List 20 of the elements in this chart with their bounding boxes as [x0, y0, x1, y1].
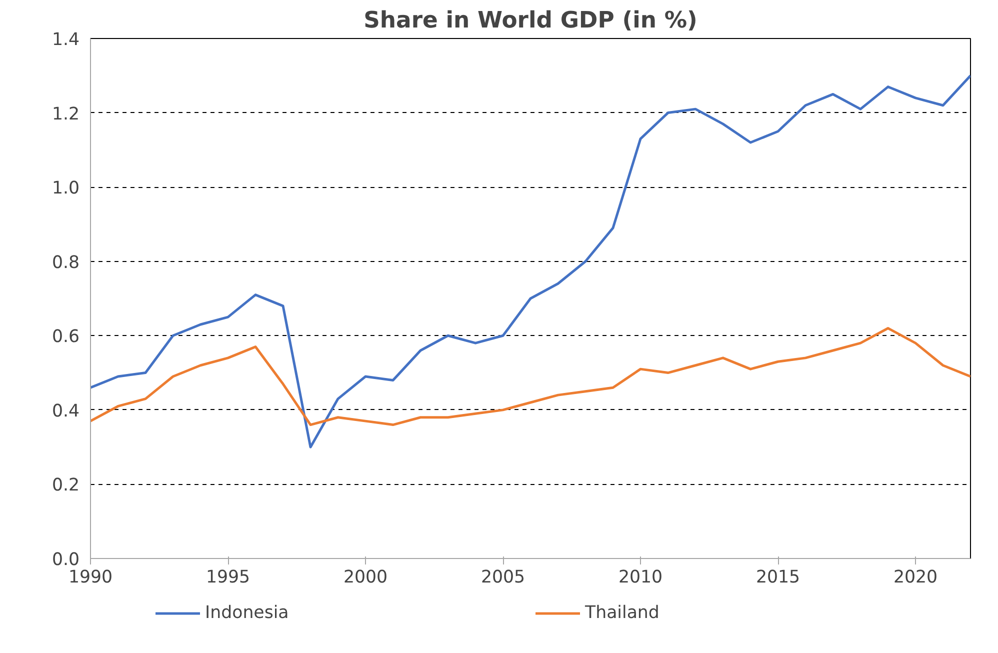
x-tick-label: 1990 — [68, 568, 113, 588]
y-tick-label: 0.4 — [52, 401, 80, 422]
y-tick-label: 0.6 — [52, 327, 80, 348]
y-tick-label: 1.0 — [52, 178, 80, 199]
y-tick-label: 0.8 — [52, 252, 80, 273]
y-tick-label: 0.0 — [52, 550, 80, 570]
x-tick-label: 2005 — [480, 568, 526, 588]
y-tick-label: 0.2 — [52, 476, 80, 496]
x-tick-label: 2015 — [756, 568, 800, 588]
line-series — [90, 326, 970, 426]
legend-label: Indonesia — [205, 602, 290, 622]
x-tick-label: 1995 — [206, 568, 250, 588]
y-tick-label: 1.2 — [52, 104, 80, 124]
chart-title: Share in World GDP (in %) — [364, 8, 698, 34]
y-tick-label: 1.4 — [52, 30, 80, 50]
line-series — [90, 74, 970, 448]
x-tick-label: 2010 — [618, 568, 663, 588]
legend-label: Thailand — [585, 602, 660, 622]
x-tick-label: 2000 — [343, 568, 388, 588]
x-tick-label: 2020 — [893, 568, 938, 588]
